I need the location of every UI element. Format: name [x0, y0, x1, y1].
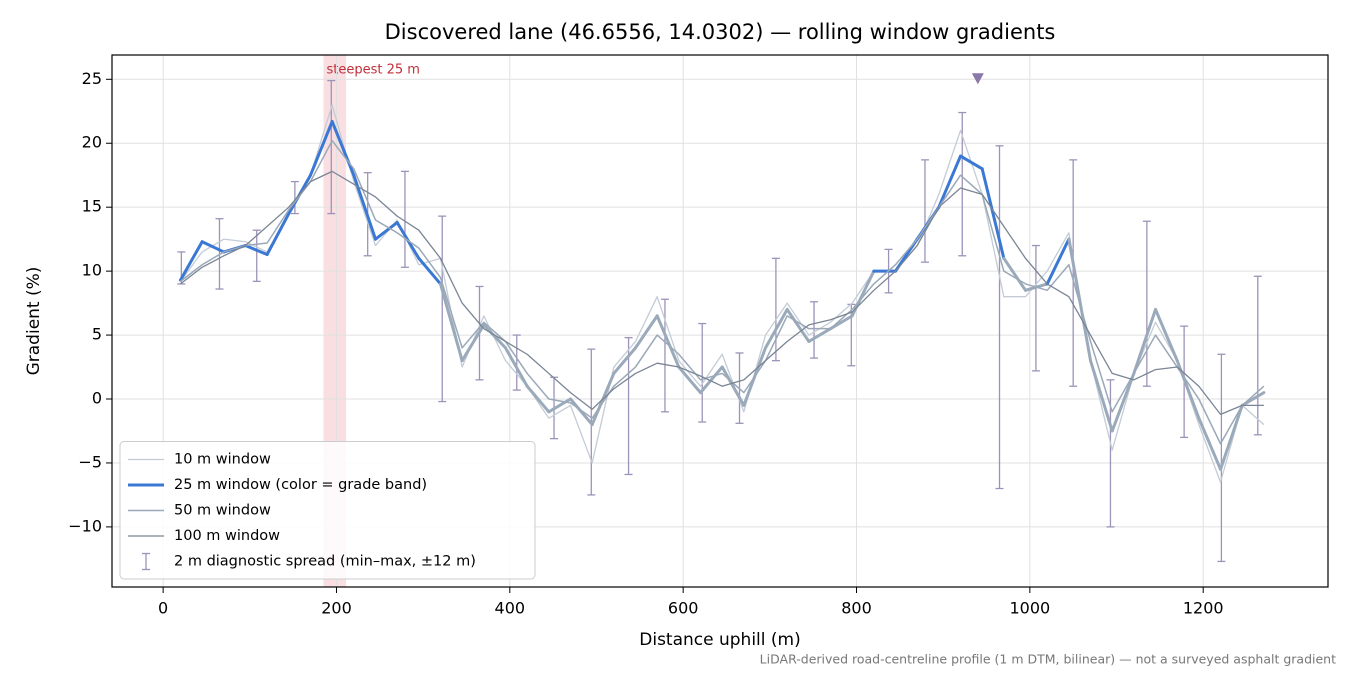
line-segment: [1002, 256, 1028, 292]
footnote: LiDAR-derived road-centreline profile (1…: [760, 652, 1336, 667]
x-axis-label: Distance uphill (m): [639, 630, 800, 650]
line: [180, 139, 1265, 445]
line-segment: [677, 365, 702, 395]
line-segment: [547, 397, 572, 414]
line-segment: [829, 314, 854, 331]
line-segment: [698, 365, 724, 395]
y-tick-label: 25: [82, 69, 102, 88]
line-segment: [308, 120, 334, 177]
line-segment: [482, 323, 507, 350]
line-segment: [785, 307, 811, 343]
legend-label: 10 m window: [174, 452, 271, 468]
line-segment: [1197, 416, 1223, 471]
line-segment: [1089, 359, 1114, 433]
line-segment: [200, 240, 226, 254]
y-axis-label: Gradient (%): [24, 267, 44, 376]
x-tick-label: 0: [158, 599, 168, 618]
line-segment: [764, 307, 789, 350]
line: [180, 170, 1264, 416]
line-segment: [1219, 403, 1244, 471]
legend-label: 25 m window (color = grade band): [174, 477, 427, 493]
x-tick-label: 600: [668, 599, 699, 618]
x-tick-label: 400: [495, 599, 526, 618]
line-segment: [178, 240, 204, 282]
line-segment: [1154, 307, 1179, 363]
y-tick-label: 5: [92, 325, 102, 344]
chart-title: Discovered lane (46.6556, 14.0302) — rol…: [385, 20, 1056, 44]
line-segment: [438, 282, 464, 363]
line-segment: [1067, 237, 1093, 363]
line-segment: [1045, 237, 1071, 286]
line-segment: [330, 120, 356, 177]
line-segment: [1110, 371, 1136, 433]
peak-marker: [971, 73, 984, 85]
line-segment: [525, 384, 551, 414]
line-segment: [503, 346, 529, 388]
line-segment: [373, 221, 399, 241]
y-tick-label: −5: [78, 452, 102, 471]
line-segment: [807, 327, 833, 343]
y-tick-label: 20: [82, 133, 102, 152]
legend-box: [119, 441, 536, 580]
y-tick-label: −10: [68, 516, 102, 535]
line-segment: [980, 167, 1006, 260]
highlight-label: steepest 25 m: [326, 63, 419, 78]
x-tick-label: 1200: [1183, 599, 1224, 618]
line-segment: [720, 365, 746, 407]
line-segment: [1240, 391, 1266, 407]
line-segment: [612, 346, 637, 375]
line-segment: [937, 154, 963, 209]
line-segment: [568, 397, 594, 427]
legend-label: 50 m window: [174, 503, 271, 519]
y-tick-label: 15: [82, 197, 102, 216]
line-segment: [633, 314, 659, 350]
plot-frame: [111, 54, 1329, 588]
y-tick-label: 0: [92, 389, 102, 408]
legend-label: 2 m diagnostic spread (min–max, ±12 m): [174, 554, 476, 570]
line-segment: [959, 154, 984, 171]
line-segment: [243, 244, 269, 256]
line-segment: [1132, 307, 1158, 375]
x-tick-label: 1000: [1009, 599, 1050, 618]
x-tick-label: 200: [321, 599, 352, 618]
line-segment: [460, 323, 486, 363]
line-segment: [265, 212, 291, 256]
legend-label: 100 m window: [174, 528, 280, 544]
x-tick-label: 800: [841, 599, 872, 618]
y-tick-label: 10: [82, 261, 102, 280]
line-segment: [655, 314, 681, 369]
line-segment: [417, 256, 442, 286]
